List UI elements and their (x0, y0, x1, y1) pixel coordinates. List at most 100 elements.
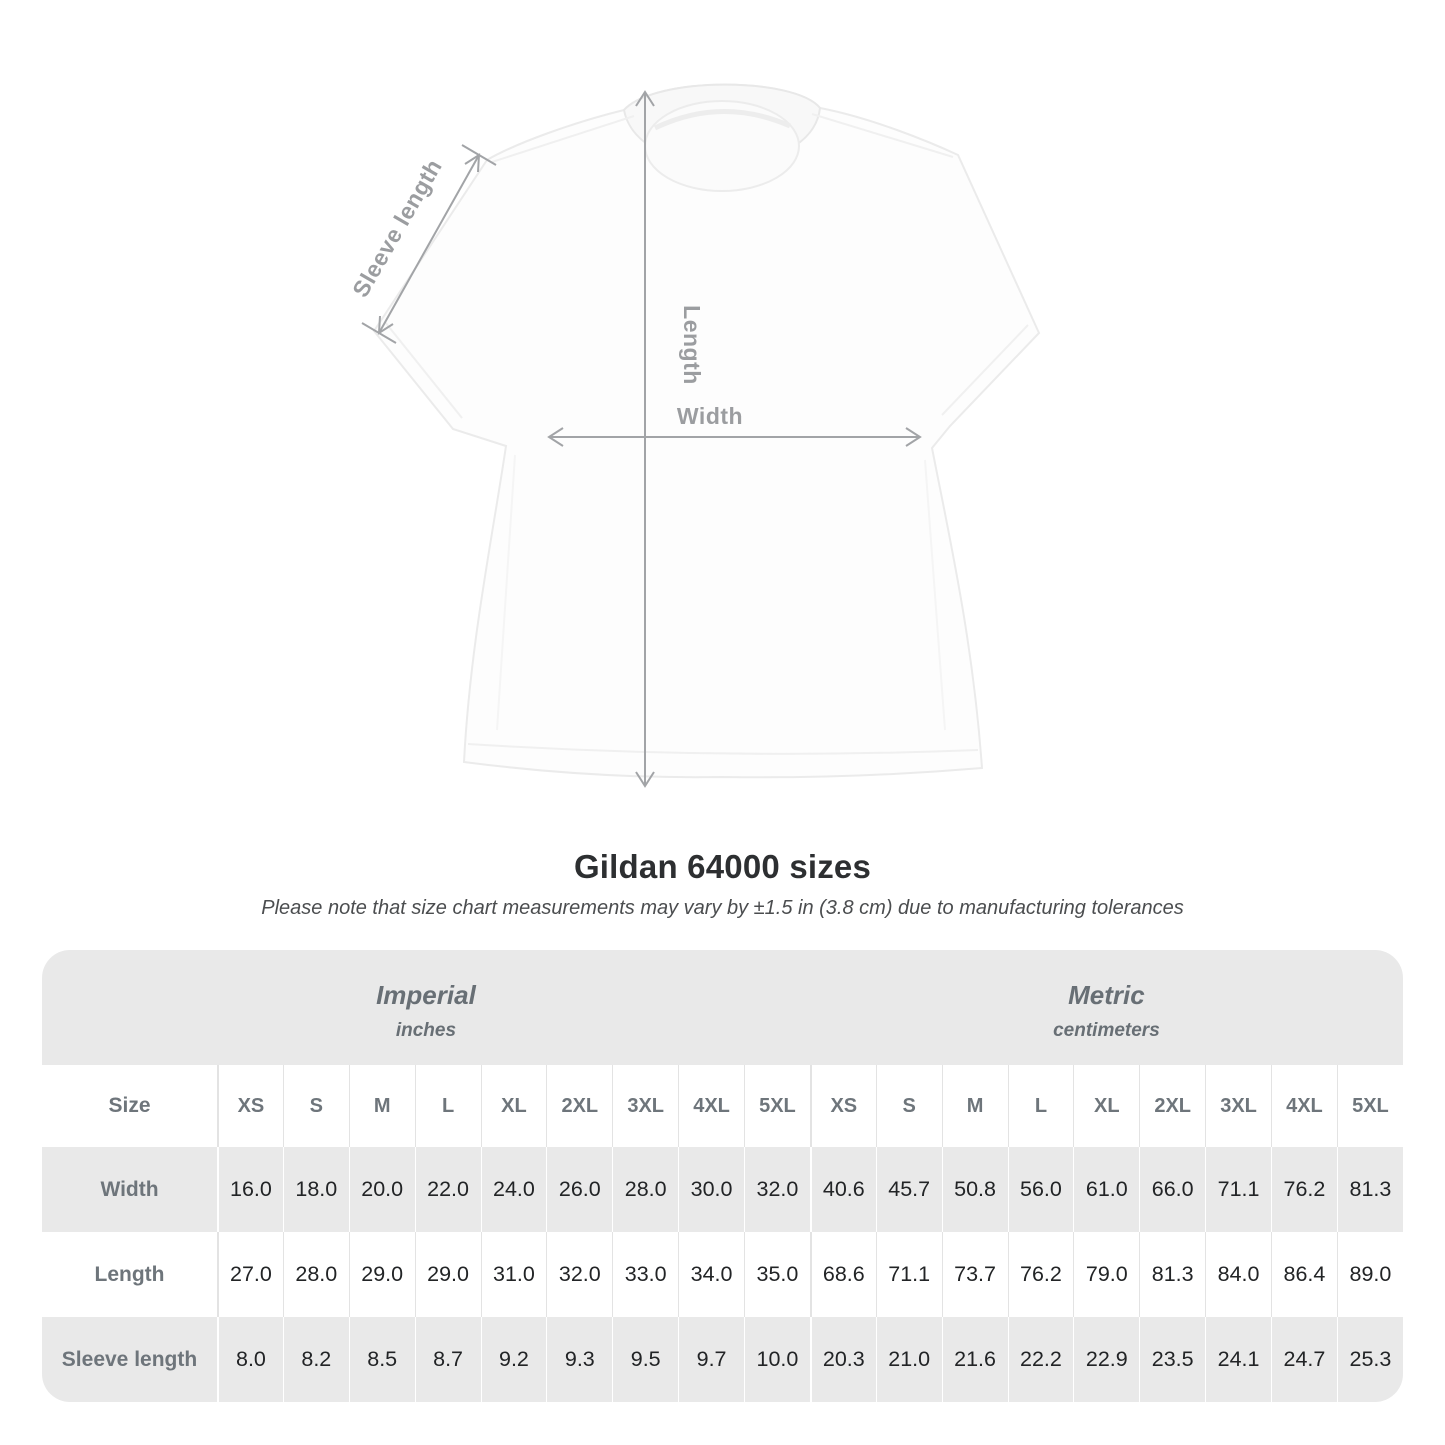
tshirt-illustration: Width Length Sleeve length (347, 83, 1041, 788)
measurement-value-cell: 21.6 (941, 1317, 1008, 1402)
measurement-value-cell: 40.6 (809, 1147, 876, 1232)
measurement-value-cell: 8.7 (414, 1317, 481, 1402)
size-col-header: L (414, 1065, 481, 1147)
size-col-header: 4XL (678, 1065, 744, 1147)
metric-header-unit: centimeters (1053, 1019, 1160, 1041)
measurement-value-cell: 18.0 (282, 1147, 349, 1232)
measurement-value-cell: 22.9 (1073, 1317, 1139, 1402)
left-shoulder-seam (491, 115, 635, 163)
size-col-header: 2XL (546, 1065, 612, 1147)
tolerance-note: Please note that size chart measurements… (261, 897, 1184, 919)
measurement-value-cell: 9.3 (546, 1317, 612, 1402)
measurement-value-cell: 20.0 (348, 1147, 415, 1232)
measurement-value-cell: 29.0 (414, 1232, 481, 1317)
measurement-value-cell: 45.7 (875, 1147, 942, 1232)
measurement-value-cell: 24.0 (480, 1147, 547, 1232)
size-table: Imperial inches Metric centimeters Size X… (42, 950, 1403, 1402)
measurement-value-cell: 86.4 (1271, 1232, 1337, 1317)
left-cuff-seam (384, 321, 463, 419)
wrinkle-line (496, 454, 516, 731)
measurement-value-cell: 73.7 (941, 1232, 1008, 1317)
measurement-value-cell: 22.2 (1007, 1317, 1074, 1402)
measurement-value-cell: 10.0 (744, 1317, 810, 1402)
size-header-row: Size XS S M L XL 2XL 3XL 4XL 5XL XS S M L XL 2XL 3XL 4XL 5… (42, 1065, 1403, 1147)
length-measure-label: Length (679, 305, 705, 385)
width-arrowhead-right (905, 427, 922, 447)
size-col-header: XL (480, 1065, 547, 1147)
measurement-value-cell: 27.0 (217, 1232, 283, 1317)
measurement-value-cell: 29.0 (348, 1232, 415, 1317)
measurement-value-cell: 81.3 (1139, 1232, 1205, 1317)
measurement-row-label: Sleeve length (61, 1347, 198, 1371)
measurement-value-cell: 81.3 (1336, 1147, 1403, 1232)
measurement-value-cell: 76.2 (1007, 1232, 1074, 1317)
measurement-row: Width 16.0 18.0 20.0 22.0 24.0 26.0 28.0 30.0 32.… (42, 1147, 1403, 1232)
measurement-row: Sleeve length 8.0 8.2 8.5 8.7 9.2 9.3 9.5 9.7 10.… (42, 1317, 1403, 1402)
size-col-header: XL (1073, 1065, 1139, 1147)
measurement-value-cell: 24.7 (1271, 1317, 1337, 1402)
measurement-value-cell: 8.2 (282, 1317, 349, 1402)
measurement-value-cell: 34.0 (678, 1232, 744, 1317)
measurement-value-cell: 16.0 (217, 1147, 283, 1232)
measurement-row-label: Length (94, 1262, 165, 1286)
measurement-value-cell: 89.0 (1336, 1232, 1403, 1317)
measurement-value-cell: 32.0 (546, 1232, 612, 1317)
size-col-header: M (941, 1065, 1008, 1147)
measurement-row: Length 27.0 28.0 29.0 29.0 31.0 32.0 33.0 34.0 35… (42, 1232, 1403, 1317)
size-col-header: 5XL (1336, 1065, 1403, 1147)
measurement-value-cell: 32.0 (744, 1147, 810, 1232)
size-col-header: XS (217, 1065, 283, 1147)
imperial-header: Imperial inches (42, 950, 810, 1065)
size-col-header: 5XL (744, 1065, 810, 1147)
size-col-header: S (875, 1065, 942, 1147)
size-col-header: M (348, 1065, 415, 1147)
measurement-value-cell: 8.0 (217, 1317, 283, 1402)
measurement-value-cell: 26.0 (546, 1147, 612, 1232)
measurement-row-label: Width (100, 1177, 159, 1201)
size-col-header: 3XL (1205, 1065, 1271, 1147)
width-arrowhead-left (547, 427, 564, 447)
metric-header: Metric centimeters (809, 950, 1403, 1065)
measurement-value-cell: 71.1 (875, 1232, 942, 1317)
measurement-value-cell: 20.3 (809, 1317, 876, 1402)
measurement-value-cell: 71.1 (1205, 1147, 1271, 1232)
measurement-value-cell: 21.0 (875, 1317, 942, 1402)
size-col-header: 3XL (612, 1065, 678, 1147)
imperial-header-unit: inches (395, 1019, 457, 1041)
measurement-value-cell: 31.0 (480, 1232, 547, 1317)
shirt-diagram: Width Length Sleeve length (347, 83, 1041, 788)
measurement-value-cell: 28.0 (612, 1147, 678, 1232)
size-col-header: 4XL (1271, 1065, 1337, 1147)
measurement-value-cell: 76.2 (1271, 1147, 1337, 1232)
sleeve-end-cap-bottom (361, 322, 397, 344)
size-col-header: 2XL (1139, 1065, 1205, 1147)
measurement-value-cell: 25.3 (1336, 1317, 1403, 1402)
measurement-value-cell: 30.0 (678, 1147, 744, 1232)
imperial-header-title: Imperial (376, 979, 476, 1010)
measurement-value-cell: 9.2 (480, 1317, 547, 1402)
measurement-value-cell: 66.0 (1139, 1147, 1205, 1232)
tshirt-neck-hole (644, 100, 800, 192)
size-col-header: L (1007, 1065, 1074, 1147)
tshirt-body (372, 83, 1041, 779)
unit-header-row: Imperial inches Metric centimeters (42, 950, 1403, 1065)
measurement-value-cell: 84.0 (1205, 1232, 1271, 1317)
size-col-header: S (282, 1065, 349, 1147)
size-table-container: Imperial inches Metric centimeters Size X… (42, 950, 1403, 1402)
measurement-value-cell: 9.5 (612, 1317, 678, 1402)
size-row-label: Size (108, 1094, 151, 1117)
page-title: Gildan 64000 sizes (573, 848, 872, 885)
sleeve-measure-line (378, 154, 480, 334)
measurement-value-cell: 22.0 (414, 1147, 481, 1232)
length-arrowhead-top (635, 90, 655, 107)
wrinkle-line (924, 459, 946, 731)
size-table-body: Size XS S M L XL 2XL 3XL 4XL 5XL XS S M L XL 2XL 3XL 4XL 5… (42, 1065, 1403, 1402)
measurement-value-cell: 50.8 (941, 1147, 1008, 1232)
sleeve-end-cap-top (461, 144, 497, 166)
right-cuff-seam (941, 324, 1029, 416)
measurement-value-cell: 8.5 (348, 1317, 415, 1402)
metric-header-title: Metric (1068, 979, 1145, 1010)
size-col-header: XS (809, 1065, 876, 1147)
measurement-value-cell: 79.0 (1073, 1232, 1139, 1317)
